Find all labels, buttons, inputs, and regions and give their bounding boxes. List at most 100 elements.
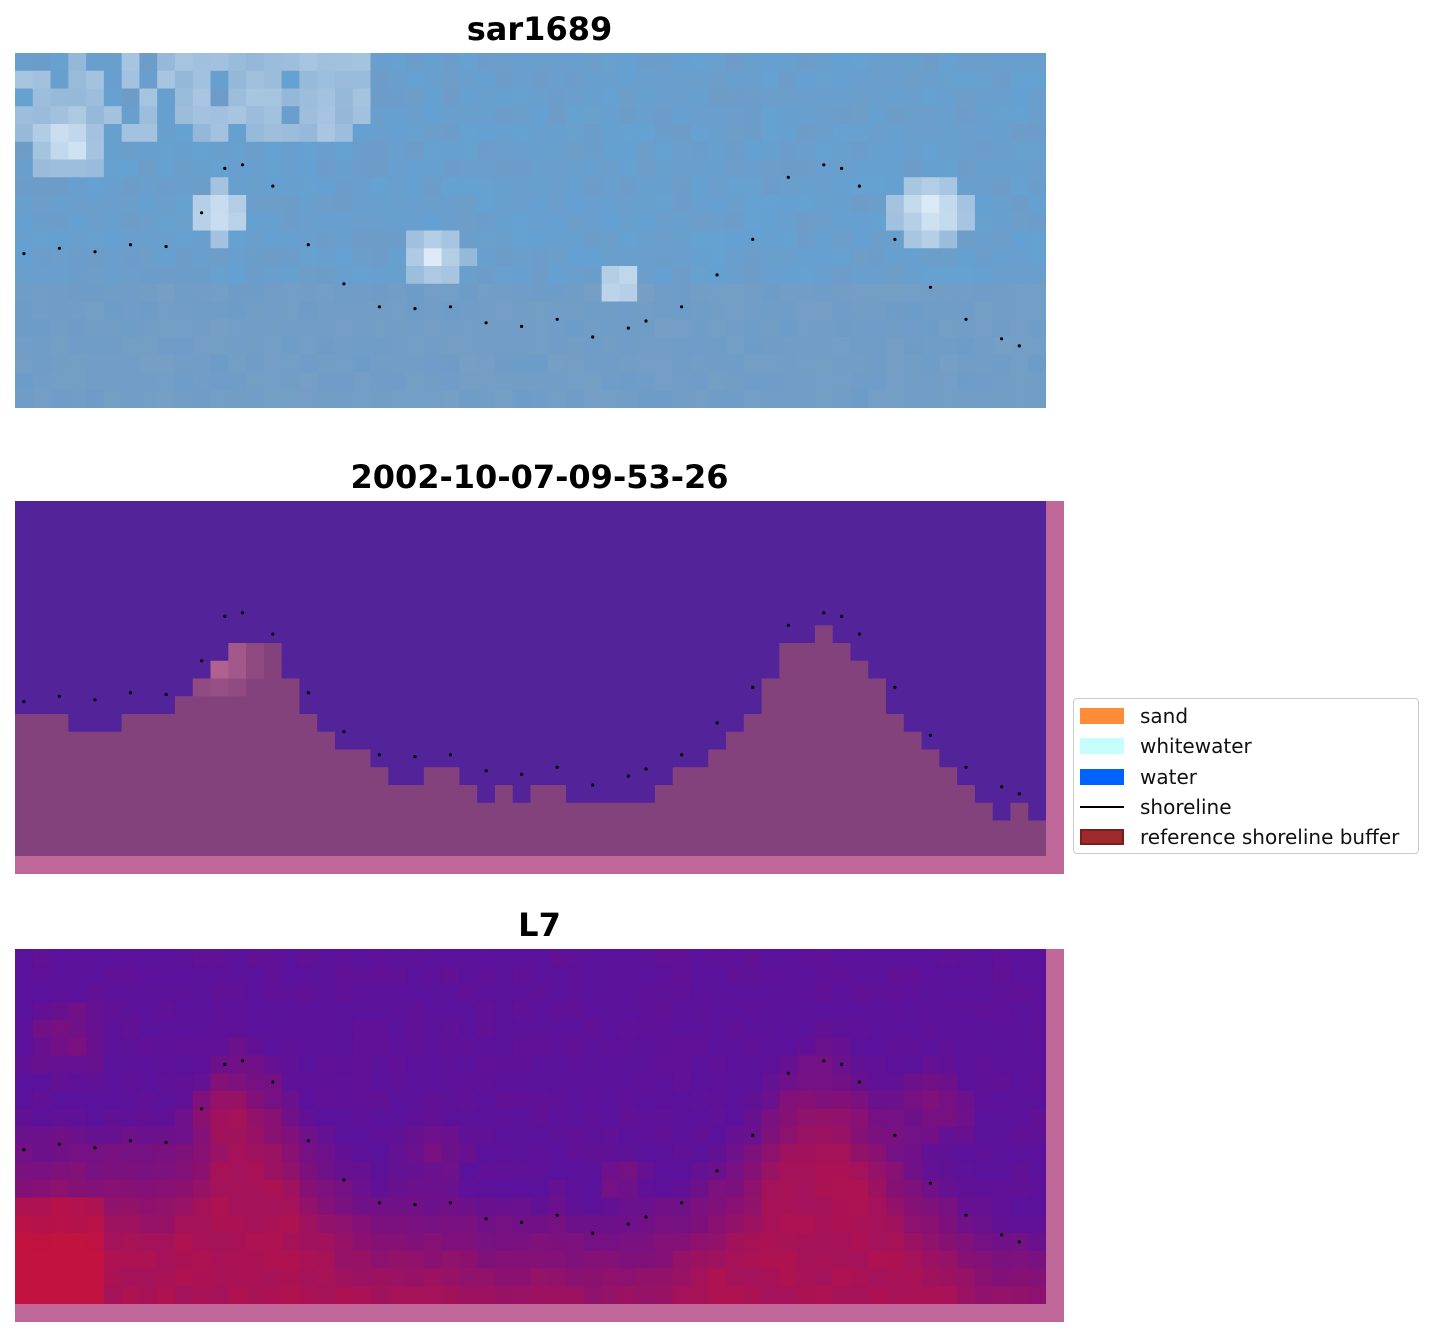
water-pixel bbox=[370, 749, 389, 768]
index-pixel bbox=[388, 984, 407, 1003]
index-pixel bbox=[779, 1268, 798, 1287]
index-pixel bbox=[317, 1215, 336, 1234]
water-pixel bbox=[1028, 802, 1047, 822]
land-pixel bbox=[317, 838, 336, 857]
image-pixel bbox=[974, 230, 994, 249]
image-pixel bbox=[388, 337, 407, 356]
image-pixel bbox=[459, 372, 478, 391]
index-pixel bbox=[210, 1215, 229, 1234]
land-pixel bbox=[566, 838, 585, 857]
water-pixel bbox=[352, 731, 372, 751]
water-pixel bbox=[15, 501, 34, 520]
land-pixel bbox=[263, 678, 283, 697]
water-pixel bbox=[370, 678, 389, 697]
image-pixel bbox=[903, 230, 923, 249]
image-pixel bbox=[654, 248, 674, 267]
water-pixel bbox=[583, 572, 603, 591]
index-pixel bbox=[601, 1002, 620, 1021]
index-pixel bbox=[32, 949, 52, 968]
index-pixel bbox=[210, 1055, 229, 1074]
image-pixel bbox=[637, 70, 656, 90]
index-pixel bbox=[903, 1108, 923, 1128]
image-pixel bbox=[850, 248, 869, 267]
water-pixel bbox=[406, 501, 425, 520]
image-pixel bbox=[423, 230, 443, 249]
image-pixel bbox=[494, 301, 514, 320]
index-pixel bbox=[921, 1091, 940, 1110]
index-pixel bbox=[566, 966, 585, 986]
index-pixel bbox=[637, 1286, 656, 1305]
land-pixel bbox=[441, 785, 460, 804]
image-pixel bbox=[174, 248, 194, 267]
index-pixel bbox=[86, 949, 105, 968]
index-pixel bbox=[512, 1073, 532, 1092]
water-pixel bbox=[939, 572, 958, 591]
water-pixel bbox=[708, 678, 727, 697]
image-pixel bbox=[157, 106, 176, 125]
land-pixel bbox=[832, 838, 852, 857]
shoreline-point bbox=[520, 324, 524, 328]
land-pixel bbox=[86, 820, 105, 839]
index-pixel bbox=[246, 1108, 265, 1128]
land-pixel bbox=[441, 802, 460, 822]
shoreline-point bbox=[240, 611, 245, 615]
image-pixel bbox=[530, 248, 549, 267]
water-pixel bbox=[477, 731, 496, 751]
image-pixel bbox=[868, 177, 887, 196]
image-pixel bbox=[477, 212, 496, 232]
index-pixel bbox=[121, 984, 141, 1003]
index-pixel bbox=[281, 1126, 301, 1145]
image-pixel bbox=[86, 141, 105, 161]
land-pixel bbox=[370, 802, 389, 822]
water-pixel bbox=[886, 589, 905, 609]
image-pixel bbox=[1028, 301, 1046, 320]
index-pixel bbox=[974, 1144, 994, 1163]
water-pixel bbox=[672, 572, 692, 591]
index-pixel bbox=[583, 1073, 603, 1092]
index-pixel bbox=[210, 966, 229, 986]
image-pixel bbox=[281, 212, 301, 232]
land-pixel bbox=[281, 785, 301, 804]
index-pixel bbox=[654, 1091, 674, 1110]
image-pixel bbox=[726, 337, 745, 356]
image-pixel bbox=[743, 88, 763, 107]
image-pixel bbox=[228, 53, 247, 72]
water-pixel bbox=[210, 536, 229, 555]
image-pixel bbox=[32, 301, 52, 320]
index-pixel bbox=[814, 966, 834, 986]
water-pixel bbox=[548, 501, 567, 520]
water-pixel bbox=[477, 607, 496, 626]
index-pixel bbox=[441, 1215, 460, 1234]
image-pixel bbox=[317, 124, 336, 143]
index-pixel bbox=[868, 1215, 887, 1234]
index-pixel bbox=[743, 966, 763, 986]
image-pixel bbox=[441, 230, 460, 249]
image-pixel bbox=[441, 177, 460, 196]
image-pixel bbox=[601, 212, 620, 232]
image-pixel bbox=[779, 124, 798, 143]
index-pixel bbox=[157, 1179, 176, 1199]
image-pixel bbox=[494, 195, 514, 214]
image-pixel bbox=[957, 159, 976, 178]
water-pixel bbox=[263, 607, 283, 626]
land-pixel bbox=[68, 767, 87, 786]
index-pixel bbox=[157, 949, 176, 968]
index-pixel bbox=[619, 1162, 638, 1181]
index-pixel bbox=[334, 1002, 354, 1021]
water-pixel bbox=[157, 518, 176, 538]
water-pixel bbox=[228, 536, 247, 555]
index-pixel bbox=[68, 1055, 87, 1074]
shoreline-point bbox=[893, 685, 897, 689]
image-pixel bbox=[103, 337, 123, 356]
water-pixel bbox=[423, 731, 443, 751]
image-pixel bbox=[654, 266, 674, 285]
water-pixel bbox=[601, 714, 620, 733]
image-pixel bbox=[477, 195, 496, 214]
shoreline-point bbox=[786, 623, 790, 627]
land-pixel bbox=[370, 838, 389, 857]
land-pixel bbox=[121, 731, 141, 751]
water-pixel bbox=[317, 714, 336, 733]
water-pixel bbox=[192, 572, 212, 591]
index-pixel bbox=[974, 1055, 994, 1074]
index-pixel bbox=[512, 1215, 532, 1234]
